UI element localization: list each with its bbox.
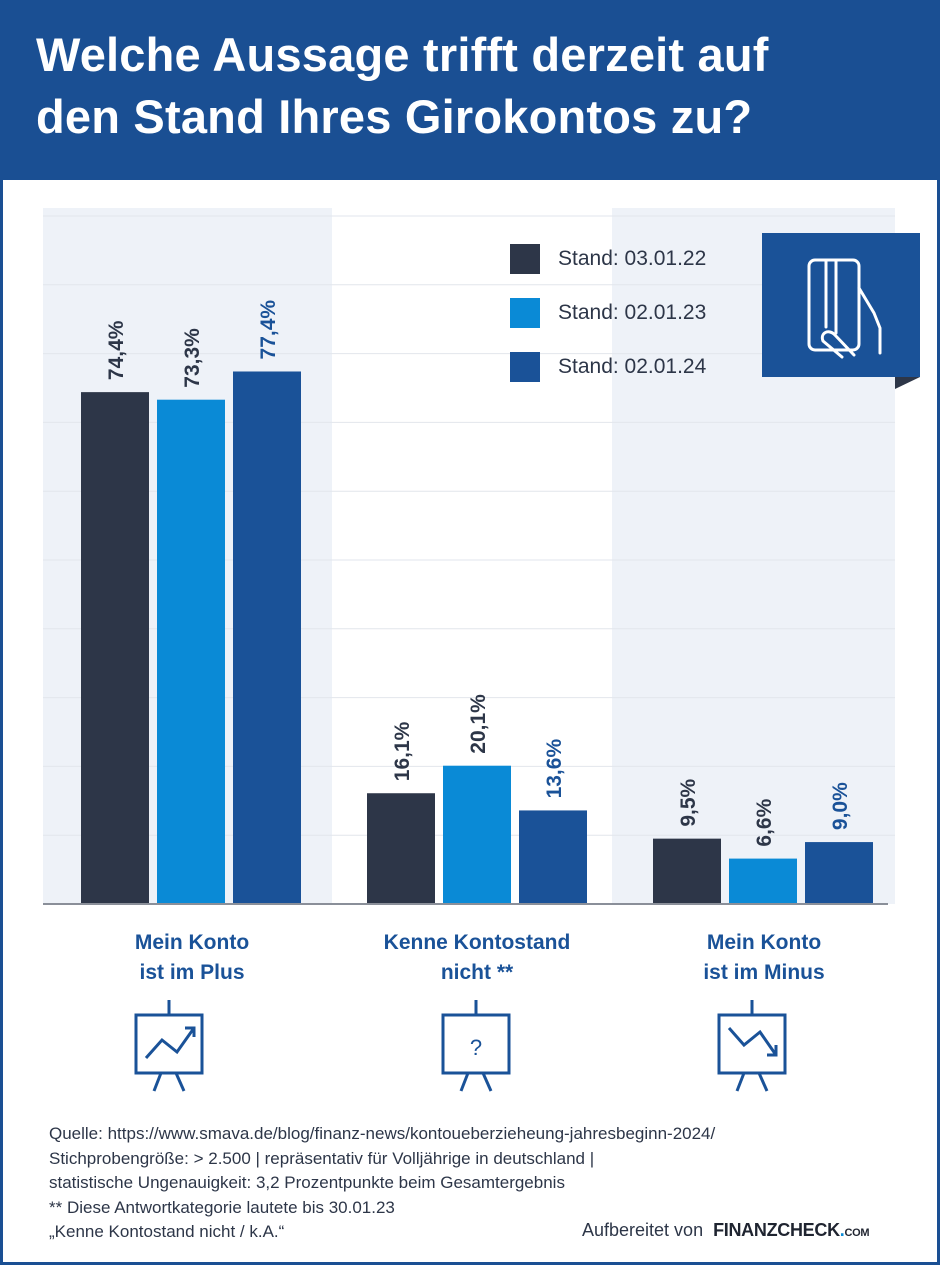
chart-down-board-icon — [717, 1000, 787, 1092]
category-label-unknown: Kenne Kontostand nicht ** — [357, 928, 597, 988]
credit: Aufbereitet von FINANZCHECK.COM — [582, 1220, 870, 1241]
category-line: ist im Plus — [139, 961, 245, 984]
category-line: ist im Minus — [703, 961, 825, 984]
bar — [443, 765, 511, 904]
logo-com: COM — [844, 1227, 870, 1239]
logo-dot: . — [839, 1220, 845, 1240]
data-label: 9,0% — [829, 782, 852, 830]
source-line: Quelle: https://www.smava.de/blog/finanz… — [49, 1124, 716, 1143]
data-label: 74,4% — [105, 320, 128, 380]
bar — [233, 371, 301, 904]
finanzcheck-logo: FINANZCHECK.COM — [713, 1220, 869, 1241]
legend-item: Stand: 02.01.24 — [510, 340, 706, 394]
data-label: 73,3% — [181, 328, 204, 388]
accuracy-line: statistische Ungenauigkeit: 3,2 Prozentp… — [49, 1173, 565, 1192]
chart-up-board-icon — [134, 1000, 204, 1092]
category-label-minus: Mein Konto ist im Minus — [644, 928, 884, 988]
data-label: 9,5% — [677, 778, 700, 826]
data-label: 77,4% — [257, 300, 280, 360]
legend-item: Stand: 03.01.22 — [510, 232, 706, 286]
bar-chart: 74,4% 73,3% 77,4% 16,1% 20,1% 13,6% 9,5% 6,6% 9,… — [43, 215, 895, 905]
footnote-line-2: „Kenne Kontostand nicht / k.A.“ — [49, 1222, 285, 1241]
legend-label: Stand: 02.01.23 — [558, 301, 707, 324]
bar — [81, 392, 149, 904]
header: Welche Aussage trifft derzeit auf den St… — [0, 0, 940, 180]
badge-fold — [895, 377, 920, 389]
legend-swatch — [510, 298, 540, 328]
svg-text:?: ? — [470, 1035, 482, 1060]
question-board-icon: ? — [441, 1000, 511, 1092]
legend-swatch — [510, 244, 540, 274]
bar — [367, 793, 435, 904]
legend: Stand: 03.01.22 Stand: 02.01.23 Stand: 0… — [510, 232, 706, 394]
sample-line: Stichprobengröße: > 2.500 | repräsentati… — [49, 1148, 595, 1168]
category-line: Kenne Kontostand — [383, 931, 571, 954]
logo-main: FINANZCHECK — [713, 1220, 840, 1240]
bar — [653, 838, 721, 904]
legend-label: Stand: 03.01.22 — [558, 247, 707, 270]
card-badge — [762, 233, 920, 377]
footer-notes: Quelle: https://www.smava.de/blog/finanz… — [49, 1122, 715, 1245]
category-line: Mein Konto — [134, 931, 250, 954]
footnote-line: ** Diese Antwortkategorie lautete bis 30… — [49, 1197, 395, 1217]
page-title: Welche Aussage trifft derzeit auf den St… — [36, 24, 769, 148]
bar — [805, 842, 873, 904]
title-line-2: den Stand Ihres Girokontos zu? — [36, 90, 753, 143]
legend-item: Stand: 02.01.23 — [510, 286, 706, 340]
bar — [519, 810, 587, 904]
data-label: 20,1% — [467, 694, 490, 754]
data-label: 16,1% — [391, 721, 414, 781]
bar — [729, 858, 797, 904]
category-label-plus: Mein Konto ist im Plus — [72, 928, 312, 988]
data-label: 6,6% — [753, 798, 776, 846]
card-in-hand-icon — [807, 258, 882, 359]
credit-text: Aufbereitet von — [582, 1220, 704, 1240]
legend-label: Stand: 02.01.24 — [558, 355, 707, 378]
category-line: Mein Konto — [706, 931, 822, 954]
bar — [157, 399, 225, 904]
title-line-1: Welche Aussage trifft derzeit auf — [36, 28, 769, 81]
data-label: 13,6% — [543, 739, 566, 799]
legend-swatch — [510, 352, 540, 382]
category-line: nicht ** — [440, 961, 514, 984]
